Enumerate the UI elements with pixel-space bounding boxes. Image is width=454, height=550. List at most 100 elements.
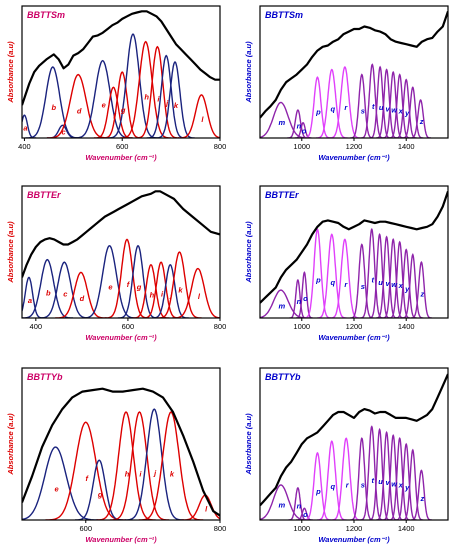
envelope-spectrum	[22, 10, 220, 106]
peak-label-b: b	[52, 103, 57, 112]
peak-label-a: a	[28, 296, 32, 305]
envelope-spectrum	[260, 190, 448, 304]
peak-label-l: l	[205, 505, 208, 514]
peak-label-d: d	[77, 106, 82, 115]
peak-label-z: z	[419, 117, 424, 126]
peak-label-s: s	[361, 106, 365, 115]
x-tick-label: 400	[18, 142, 31, 151]
peak-label-h: h	[144, 93, 149, 102]
peak-label-j: j	[169, 291, 173, 300]
peak-label-z: z	[419, 290, 424, 299]
peak-curve-r	[331, 437, 361, 520]
peak-label-n: n	[297, 502, 302, 511]
peak-curve-d	[46, 73, 110, 138]
peak-curve-unlabeled-7	[107, 33, 159, 138]
peak-label-r: r	[344, 280, 348, 289]
peak-curve-z	[410, 261, 432, 318]
peak-label-k: k	[178, 285, 183, 294]
peak-curve-h	[96, 411, 156, 520]
panel-title: BBTTSm	[27, 10, 65, 20]
peak-curve-o	[296, 271, 313, 318]
peak-curve-e	[81, 245, 138, 318]
peak-curve-unlabeled-13	[402, 86, 424, 138]
peak-curve-j	[146, 54, 186, 138]
peak-label-e: e	[102, 101, 106, 110]
peak-curve-l	[178, 94, 220, 138]
peak-label-b: b	[46, 289, 51, 298]
peak-label-s: s	[361, 481, 365, 490]
peak-label-p: p	[315, 107, 321, 116]
peak-label-m: m	[279, 301, 286, 310]
peak-curve-j	[124, 408, 184, 520]
x-tick-label: 800	[214, 142, 227, 151]
peak-curve-f	[104, 238, 150, 318]
peak-curve-n	[289, 279, 307, 318]
peak-label-d: d	[80, 294, 85, 303]
peak-label-l: l	[201, 115, 204, 124]
peak-label-x: x	[398, 281, 404, 290]
x-tick-label: 1400	[398, 524, 415, 533]
peak-curve-q	[317, 233, 347, 318]
peak-curve-l	[181, 494, 220, 520]
peak-curve-q	[317, 440, 347, 520]
y-axis-label: Absorbance (a.u)	[6, 221, 15, 284]
peak-label-p: p	[315, 487, 321, 496]
plot-area	[22, 387, 220, 520]
panel-frame	[21, 5, 221, 139]
peak-label-m: m	[279, 500, 286, 509]
peak-label-v: v	[386, 478, 391, 487]
x-axis-label: Wavenumber (cm⁻¹)	[318, 153, 390, 162]
peak-label-u: u	[378, 278, 383, 287]
plot-area	[260, 10, 448, 138]
peak-curve-q	[316, 68, 348, 138]
plot-area	[260, 373, 448, 520]
peak-label-w: w	[391, 479, 398, 488]
peak-curve-f	[45, 421, 127, 520]
x-tick-label: 400	[30, 322, 43, 331]
peak-curve-d	[55, 271, 107, 318]
peak-curve-v	[376, 68, 398, 138]
x-tick-label: 1400	[398, 322, 415, 331]
peak-label-g: g	[136, 283, 142, 292]
peak-curve-e	[22, 446, 99, 520]
peak-curve-g	[117, 244, 159, 318]
peak-label-u: u	[379, 103, 384, 112]
peak-curve-y	[395, 248, 417, 318]
peak-curve-t	[360, 425, 384, 520]
peak-curve-s	[350, 243, 374, 318]
panel-title: BBTTSm	[265, 10, 303, 20]
peak-label-g: g	[120, 105, 126, 114]
peak-curve-u	[369, 65, 391, 138]
x-tick-label: 1000	[293, 524, 310, 533]
peak-curve-e	[73, 59, 132, 138]
peak-curve-i	[135, 45, 179, 138]
chart-panel-3: a b c d e f gh i jk l 400 600 800 BBTTEr Wavenumber (c…	[6, 185, 226, 342]
peak-curve-t	[360, 227, 384, 318]
x-tick-label: 800	[214, 524, 227, 533]
peak-label-c: c	[63, 290, 68, 299]
peak-label-x: x	[398, 481, 404, 490]
x-tick-label: 1200	[346, 524, 363, 533]
peak-curve-n	[288, 486, 308, 520]
peak-curve-unlabeled-13	[402, 253, 424, 318]
peak-label-l: l	[198, 292, 201, 301]
peak-label-w: w	[391, 280, 398, 289]
plot-area	[260, 190, 448, 318]
chart-panel-1: a b c d efg h i j k l 400 600 800 BBTTSm Wavenumber (c…	[6, 5, 227, 162]
peak-label-e: e	[54, 484, 58, 493]
panel-frame	[21, 367, 221, 521]
peak-curve-unlabeled-13	[402, 448, 424, 520]
chart-panel-4: m n op q r st u v w x yz 1000 1200 1400 BBTTEr Wavenumb…	[244, 185, 449, 342]
plot-area	[22, 10, 220, 138]
peak-label-v: v	[386, 104, 391, 113]
peak-label-o: o	[303, 294, 308, 303]
peak-curve-p	[303, 76, 331, 138]
peak-label-i: i	[161, 290, 164, 299]
peak-label-e: e	[108, 283, 112, 292]
peak-label-y: y	[404, 483, 410, 492]
peak-curve-z	[410, 99, 431, 138]
peak-label-c: c	[61, 128, 66, 137]
peak-curve-r	[329, 65, 361, 138]
peak-label-r: r	[344, 103, 348, 112]
